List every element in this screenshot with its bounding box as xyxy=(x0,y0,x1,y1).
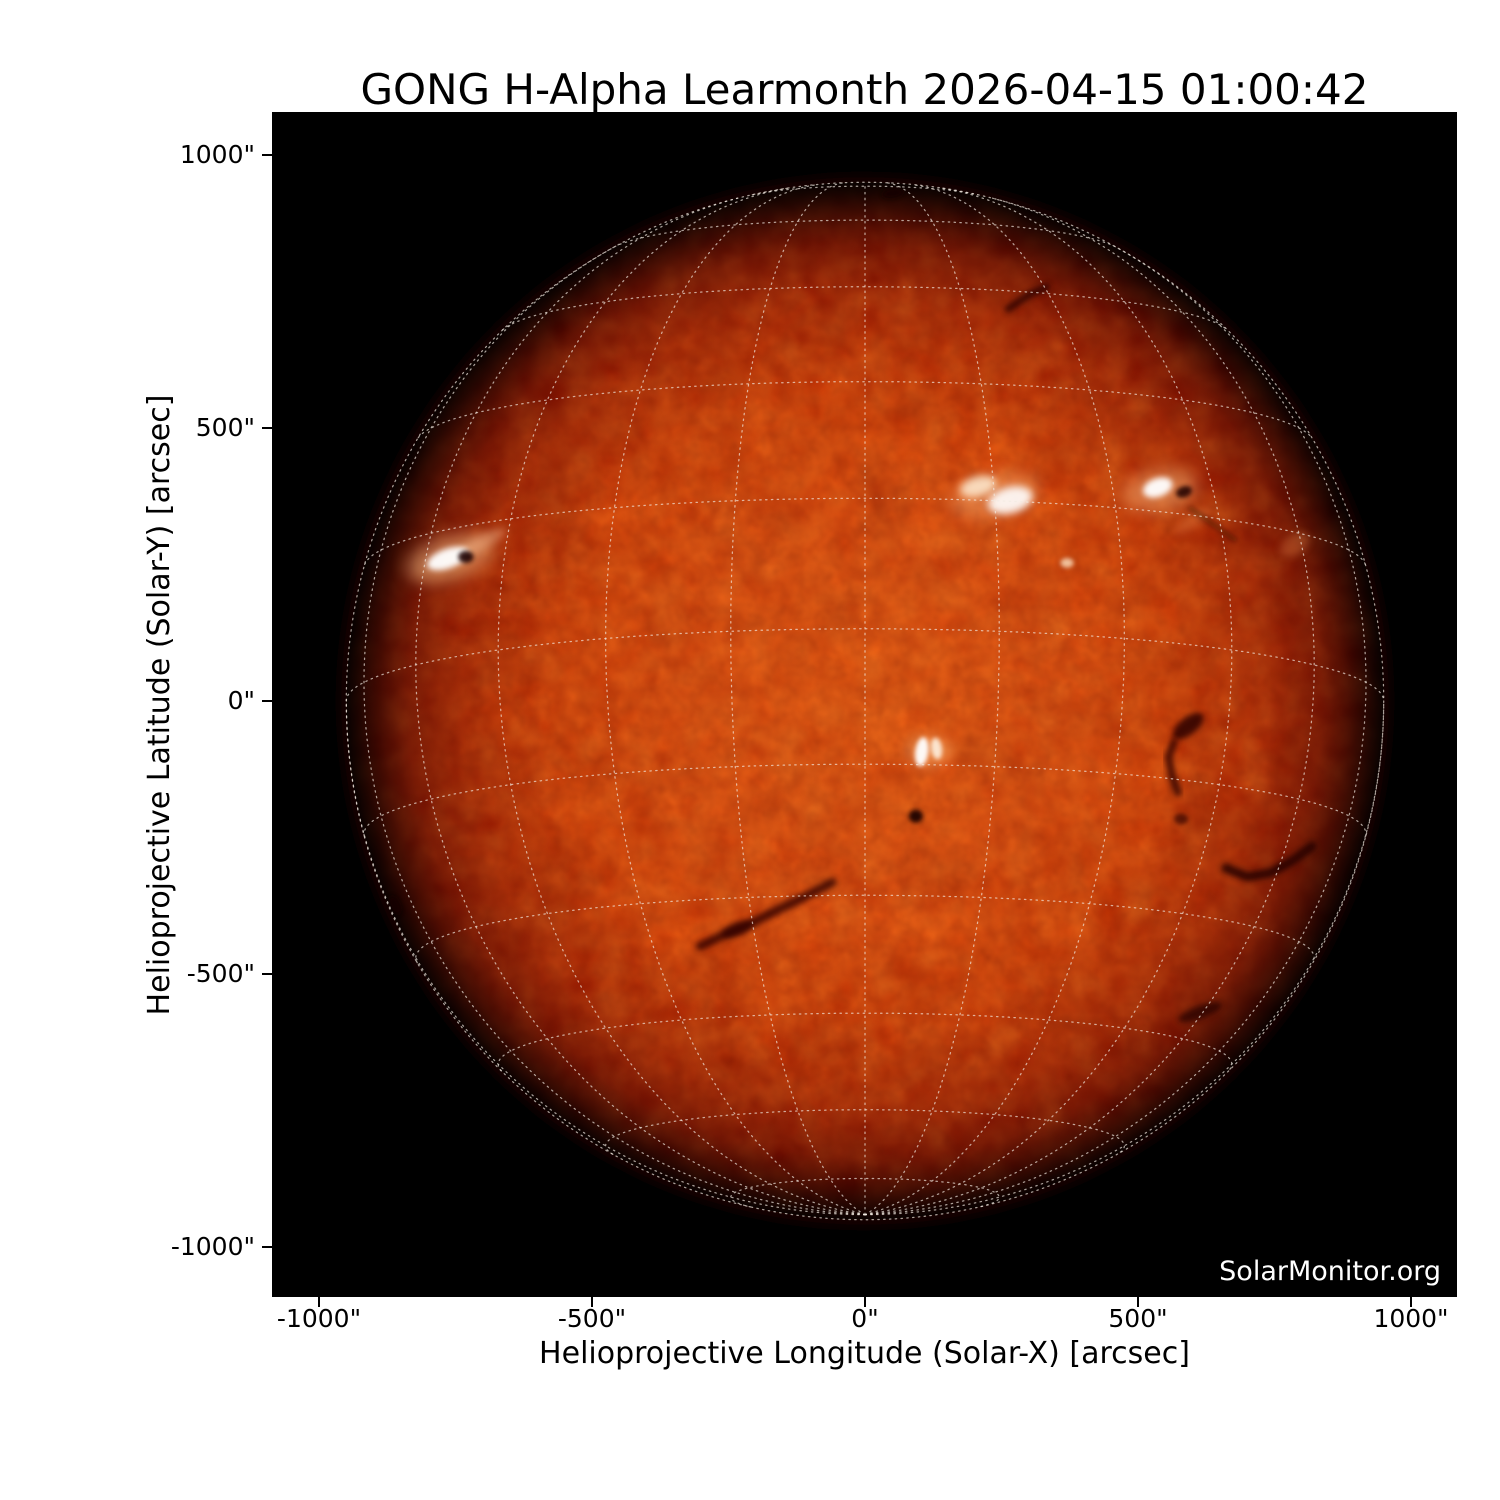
y-tick-mark xyxy=(262,427,272,429)
y-tick-label: 500" xyxy=(195,413,255,442)
y-tick-label: -1000" xyxy=(170,1232,255,1261)
plot-area: SolarMonitor.org xyxy=(272,112,1457,1297)
chart-title: GONG H-Alpha Learmonth 2026-04-15 01:00:… xyxy=(360,65,1369,114)
x-tick-mark xyxy=(318,1297,320,1307)
y-tick-mark xyxy=(262,973,272,975)
x-tick-mark xyxy=(591,1297,593,1307)
x-tick-mark xyxy=(864,1297,866,1307)
y-tick-mark xyxy=(262,700,272,702)
y-tick-label: 1000" xyxy=(179,140,255,169)
y-tick-label: -500" xyxy=(186,959,255,988)
x-tick-label: -500" xyxy=(557,1304,627,1333)
x-tick-label: 500" xyxy=(1108,1304,1168,1333)
x-axis-label: Helioprojective Longitude (Solar-X) [arc… xyxy=(539,1336,1190,1371)
x-tick-mark xyxy=(1137,1297,1139,1307)
y-tick-label: 0" xyxy=(227,686,255,715)
solar-disk-image xyxy=(272,112,1457,1297)
y-tick-mark xyxy=(262,1246,272,1248)
watermark: SolarMonitor.org xyxy=(1219,1256,1441,1287)
x-tick-label: 1000" xyxy=(1373,1304,1449,1333)
x-tick-mark xyxy=(1410,1297,1412,1307)
x-tick-label: -1000" xyxy=(276,1304,362,1333)
y-tick-mark xyxy=(262,154,272,156)
x-tick-label: 0" xyxy=(851,1304,879,1333)
